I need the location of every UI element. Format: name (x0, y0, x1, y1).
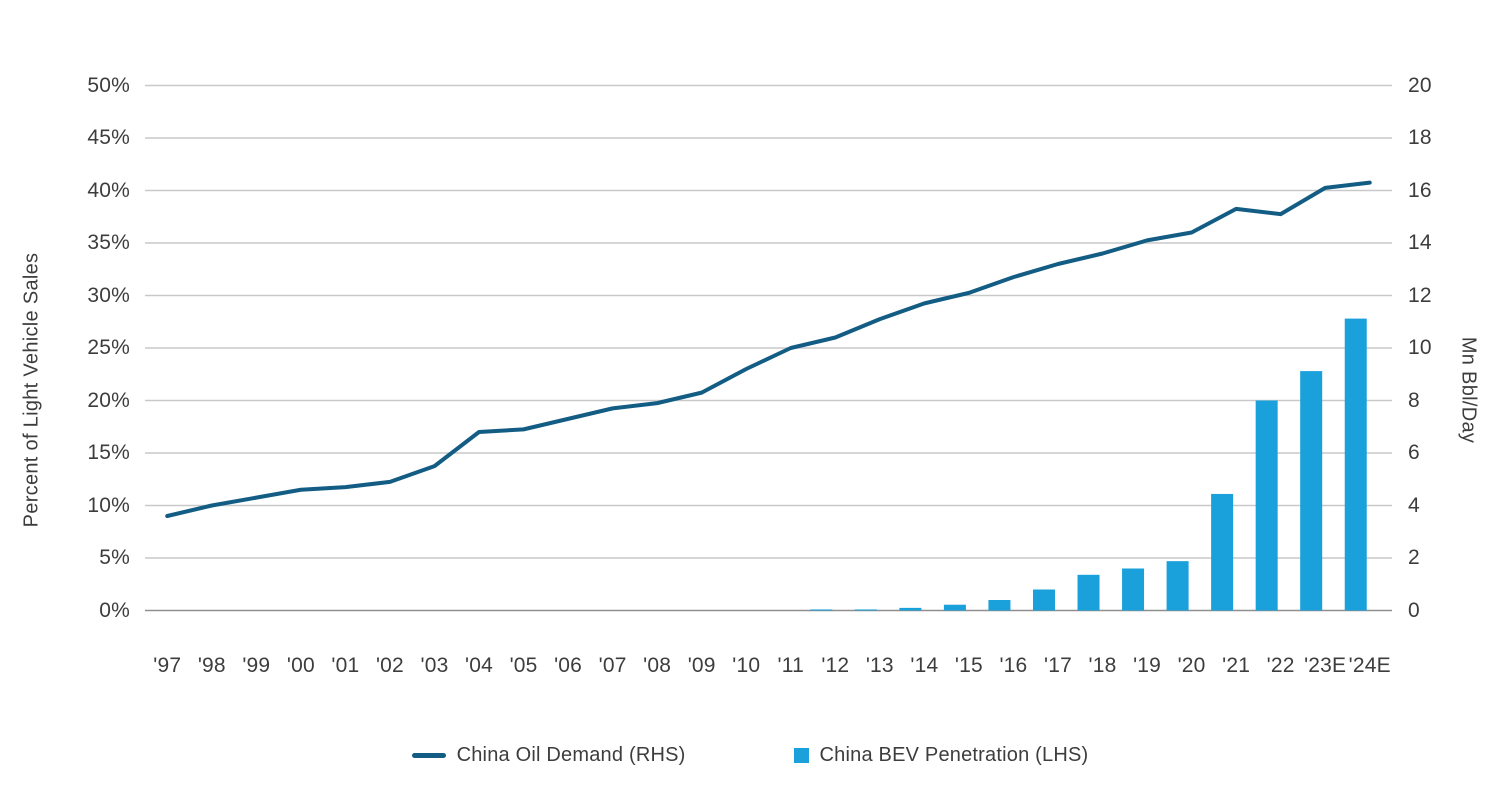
legend-item-bev-penetration: China BEV Penetration (LHS) (793, 743, 1089, 767)
x-axis-tick: '06 (554, 654, 583, 677)
left-axis-tick: 0% (99, 598, 130, 622)
x-axis-tick: '16 (999, 654, 1028, 677)
bev-bar-'18 (1077, 574, 1100, 611)
bev-bar-'13 (854, 609, 877, 611)
right-axis-tick: 2 (1408, 546, 1420, 569)
x-axis-tick: '24E (1348, 654, 1391, 677)
left-axis-tick: 25% (87, 336, 130, 359)
left-axis-tick: 45% (87, 126, 130, 149)
bev-bar-'17 (1032, 589, 1055, 611)
x-axis-tick: '22 (1266, 654, 1295, 677)
left-axis-tick: 15% (87, 441, 130, 464)
bev-bar-'14 (899, 607, 922, 611)
bev-bar-'21 (1211, 493, 1234, 611)
x-axis-tick: '14 (910, 654, 939, 677)
left-axis-tick: 20% (87, 388, 130, 412)
bev-bar-'19 (1122, 568, 1145, 611)
left-axis-tick: 35% (87, 231, 130, 254)
left-axis-tick: 30% (87, 283, 130, 307)
legend-label-oil-demand: China Oil Demand (RHS) (456, 743, 686, 766)
legend-item-oil-demand: China Oil Demand (RHS) (411, 743, 686, 767)
legend: China Oil Demand (RHS) China BEV Penetra… (0, 738, 1500, 772)
x-axis-tick: '02 (375, 654, 404, 677)
right-axis-tick: 14 (1408, 231, 1432, 254)
left-axis-tick: 40% (87, 178, 130, 202)
right-axis-tick: 20 (1408, 73, 1432, 97)
right-axis-tick: 6 (1408, 441, 1420, 464)
x-axis-tick: '18 (1088, 654, 1117, 677)
x-axis-tick: '23E (1304, 654, 1347, 677)
x-axis-tick: '21 (1222, 654, 1251, 677)
right-axis-tick: 16 (1408, 178, 1432, 202)
x-axis-tick: '03 (420, 654, 449, 677)
x-axis-tick: '98 (197, 654, 226, 677)
x-axis-tick: '12 (821, 654, 850, 677)
x-axis-tick: '04 (465, 654, 493, 677)
bev-bar-'23E (1300, 371, 1323, 611)
x-axis-tick: '20 (1177, 654, 1206, 677)
x-axis-tick: '15 (954, 654, 983, 677)
x-axis-tick: '19 (1133, 654, 1162, 677)
x-axis-tick: '99 (242, 654, 271, 677)
bev-bar-'12 (810, 609, 833, 611)
bev-bar-'24E (1344, 318, 1367, 611)
right-axis-tick: 12 (1408, 283, 1432, 307)
oil-demand-line (165, 180, 1372, 518)
bev-bar-'15 (943, 604, 966, 611)
bev-bar-'22 (1255, 400, 1278, 611)
x-axis-tick: '97 (153, 654, 182, 677)
right-axis-tick: 10 (1408, 336, 1432, 359)
x-axis-tick: '17 (1043, 654, 1072, 677)
right-axis-tick: 18 (1408, 126, 1432, 149)
right-axis-tick: 0 (1408, 598, 1420, 622)
left-axis-tick: 10% (87, 493, 130, 517)
x-axis-tick: '10 (732, 654, 761, 677)
x-axis-tick: '00 (286, 654, 315, 677)
bev-bar-'16 (988, 600, 1011, 611)
right-axis-tick: 8 (1408, 388, 1420, 412)
x-axis-tick: '05 (509, 654, 538, 677)
x-axis-tick: '01 (331, 654, 360, 677)
x-axis-tick: '07 (598, 654, 627, 677)
x-axis-tick: '08 (643, 654, 672, 677)
square-swatch-icon (793, 747, 809, 763)
x-axis-tick: '11 (777, 654, 804, 677)
left-axis-tick: 5% (99, 546, 130, 569)
right-axis-tick: 4 (1408, 493, 1420, 517)
x-axis-tick: '09 (687, 654, 716, 677)
line-swatch-icon (411, 752, 446, 758)
x-axis-tick: '13 (865, 654, 894, 677)
left-axis-tick: 50% (87, 73, 130, 97)
legend-label-bev-penetration: China BEV Penetration (LHS) (819, 743, 1089, 766)
bev-bar-'20 (1166, 561, 1189, 611)
